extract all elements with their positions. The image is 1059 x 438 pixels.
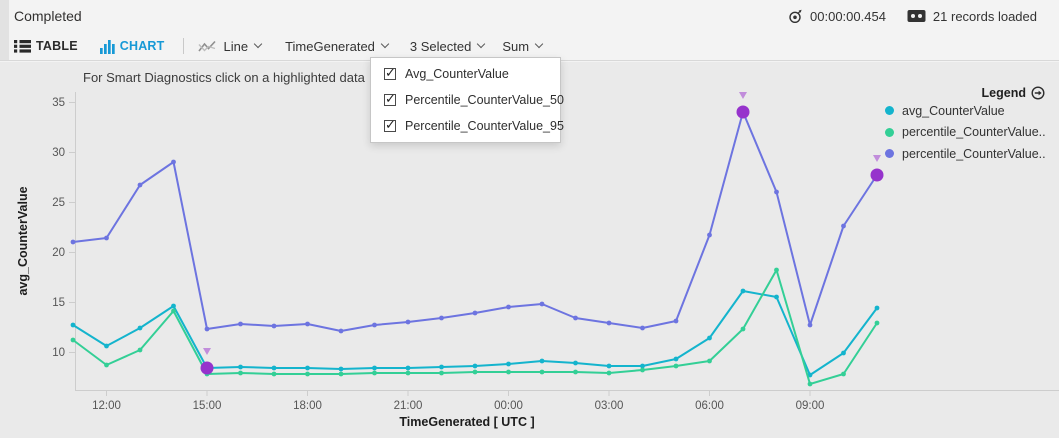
dropdown-item-label: Percentile_CounterValue_50 xyxy=(405,93,564,107)
series-color-dot xyxy=(885,149,894,159)
svg-text:15:00: 15:00 xyxy=(193,400,222,412)
legend-header: Legend xyxy=(885,86,1045,100)
elapsed-time: 00:00:00.454 xyxy=(810,8,886,24)
legend-expand-icon[interactable] xyxy=(1031,86,1045,100)
chart-title: For Smart Diagnostics click on a highlig… xyxy=(83,70,365,85)
legend-item-avg[interactable]: avg_CounterValue xyxy=(885,100,1045,122)
line-chart-icon xyxy=(197,40,216,52)
svg-text:06:00: 06:00 xyxy=(695,400,724,412)
svg-text:00:00: 00:00 xyxy=(494,400,523,412)
chart-type-label: Line xyxy=(223,38,249,54)
elapsed-time-group: 00:00:00.454 xyxy=(788,9,886,24)
toolbar-separator xyxy=(182,38,184,54)
legend-item-percentile-50[interactable]: percentile_CounterValue.. xyxy=(885,122,1046,144)
x-axis-field-select[interactable]: TimeGenerated xyxy=(285,38,390,54)
query-status: Completed xyxy=(14,8,82,24)
x-axis-field-label: TimeGenerated xyxy=(285,38,375,54)
series-color-dot xyxy=(885,127,894,137)
aggregation-select[interactable]: Sum xyxy=(502,38,544,54)
checkbox-checked-icon[interactable] xyxy=(384,91,396,107)
dropdown-item-label: Avg_CounterValue xyxy=(405,67,509,81)
y-fields-dropdown-menu: Avg_CounterValue Percentile_CounterValue… xyxy=(370,57,564,143)
tab-table[interactable]: TABLE xyxy=(14,38,78,54)
legend: Legend avg_CounterValue percentile_Count… xyxy=(885,86,1046,165)
records-loaded: 21 records loaded xyxy=(932,8,1037,24)
checkbox-checked-icon[interactable] xyxy=(384,65,396,81)
svg-text:21:00: 21:00 xyxy=(394,400,423,412)
svg-text:30: 30 xyxy=(52,147,65,159)
svg-text:18:00: 18:00 xyxy=(293,400,322,412)
table-list-icon xyxy=(14,40,31,53)
svg-text:10: 10 xyxy=(52,347,65,359)
left-gutter xyxy=(0,0,9,61)
tab-chart[interactable]: CHART xyxy=(99,39,165,54)
line-chart[interactable]: 10 15 20 25 30 35 12:00 15:00 18:00 21:00 00:00 03:… xyxy=(0,62,1059,438)
highlighted-point[interactable] xyxy=(736,105,750,119)
bar-chart-icon xyxy=(99,39,115,54)
chart-type-select[interactable]: Line xyxy=(197,38,263,54)
y-axis-fields-select[interactable]: 3 Selected xyxy=(409,38,486,54)
records-icon xyxy=(907,10,926,22)
highlighted-point[interactable] xyxy=(200,361,214,375)
svg-text:35: 35 xyxy=(52,97,65,109)
svg-text:TimeGenerated [ UTC ]: TimeGenerated [ UTC ] xyxy=(399,415,534,429)
y-axis-fields-label: 3 Selected xyxy=(409,38,472,54)
legend-item-percentile-95[interactable]: percentile_CounterValue.. xyxy=(885,143,1046,165)
svg-text:25: 25 xyxy=(52,197,65,209)
dropdown-item-percentile-countervalue-95[interactable]: Percentile_CounterValue_95 xyxy=(371,113,564,139)
series-color-dot xyxy=(885,106,894,116)
stopwatch-icon xyxy=(789,9,802,23)
svg-text:20: 20 xyxy=(52,247,65,259)
chevron-down-icon xyxy=(380,39,390,49)
svg-text:12:00: 12:00 xyxy=(92,400,121,412)
chevron-down-icon xyxy=(534,39,544,49)
svg-text:03:00: 03:00 xyxy=(595,400,624,412)
checkbox-checked-icon[interactable] xyxy=(384,117,396,133)
tab-chart-label: CHART xyxy=(119,39,165,53)
dropdown-item-percentile-countervalue-50[interactable]: Percentile_CounterValue_50 xyxy=(371,87,564,113)
svg-text:09:00: 09:00 xyxy=(796,400,825,412)
dropdown-item-label: Percentile_CounterValue_95 xyxy=(405,119,564,133)
dropdown-item-avg-countervalue[interactable]: Avg_CounterValue xyxy=(371,61,560,87)
records-loaded-group: 21 records loaded xyxy=(907,9,1037,24)
chevron-down-icon xyxy=(477,39,486,49)
highlighted-point[interactable] xyxy=(870,168,884,182)
aggregation-label: Sum xyxy=(502,38,530,54)
chevron-down-icon xyxy=(253,39,263,49)
svg-text:15: 15 xyxy=(52,297,65,309)
legend-title: Legend xyxy=(981,86,1026,100)
tab-table-label: TABLE xyxy=(36,39,78,53)
status-bar: Completed 00:00:00.454 21 records loaded xyxy=(0,0,1059,32)
svg-text:avg_CounterValue: avg_CounterValue xyxy=(16,186,30,295)
